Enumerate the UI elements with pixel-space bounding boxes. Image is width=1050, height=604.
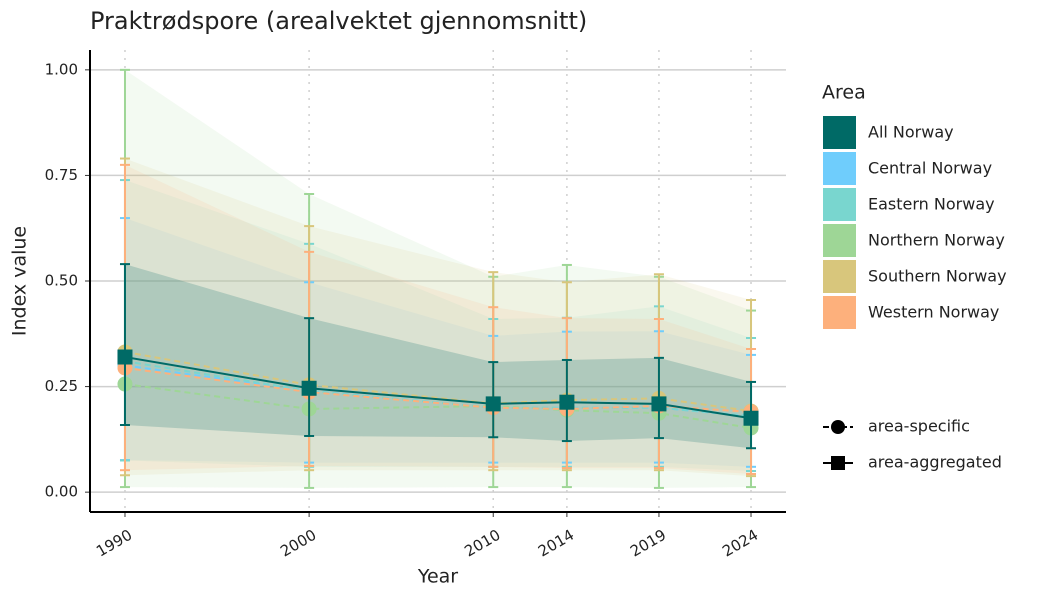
legend-label: area-aggregated: [868, 453, 1002, 472]
y-tick-label: 0.50: [45, 272, 78, 290]
point: [559, 394, 575, 410]
x-tick-label: 2024: [719, 526, 761, 561]
legend-marker: [831, 420, 845, 434]
legend-marker: [831, 456, 845, 470]
point: [743, 410, 759, 426]
ribbon: [124, 164, 752, 474]
y-axis-label: Index value: [9, 226, 31, 336]
legend-swatch: [823, 152, 856, 185]
point: [117, 349, 133, 365]
legend-swatch: [823, 116, 856, 149]
legend-label: area-specific: [868, 417, 970, 436]
legend-label: Central Norway: [868, 159, 992, 178]
point: [651, 396, 667, 412]
ribbon: [124, 218, 752, 467]
x-tick-label: 2010: [461, 526, 503, 561]
legend-label: All Norway: [868, 123, 954, 142]
series-line: [124, 350, 752, 413]
x-tick-label: 2019: [627, 526, 669, 561]
y-tick-label: 0.00: [45, 483, 78, 501]
legend-swatch: [823, 224, 856, 257]
legend-label: Western Norway: [868, 303, 999, 322]
x-tick-label: 2014: [535, 526, 577, 561]
ribbon: [124, 158, 752, 477]
x-axis-label: Year: [417, 566, 458, 588]
legend-swatch: [823, 296, 856, 329]
ribbon: [124, 180, 752, 472]
series-line: [124, 360, 752, 418]
point: [485, 396, 501, 412]
y-tick-label: 0.75: [45, 166, 78, 184]
series-line: [124, 383, 752, 429]
legend-label: Eastern Norway: [868, 195, 995, 214]
legend-label: Southern Norway: [868, 267, 1007, 286]
series-line: [124, 356, 752, 420]
x-tick-label: 1990: [93, 526, 135, 561]
legend-swatch: [823, 260, 856, 293]
y-tick-label: 1.00: [45, 60, 78, 78]
legend-swatch: [823, 188, 856, 221]
chart-title: Praktrødspore (arealvektet gjennomsnitt): [90, 7, 587, 35]
x-tick-label: 2000: [277, 526, 319, 561]
point: [301, 380, 317, 396]
legend-title: Area: [822, 82, 866, 104]
legend-label: Northern Norway: [868, 231, 1005, 250]
y-tick-label: 0.25: [45, 377, 78, 395]
